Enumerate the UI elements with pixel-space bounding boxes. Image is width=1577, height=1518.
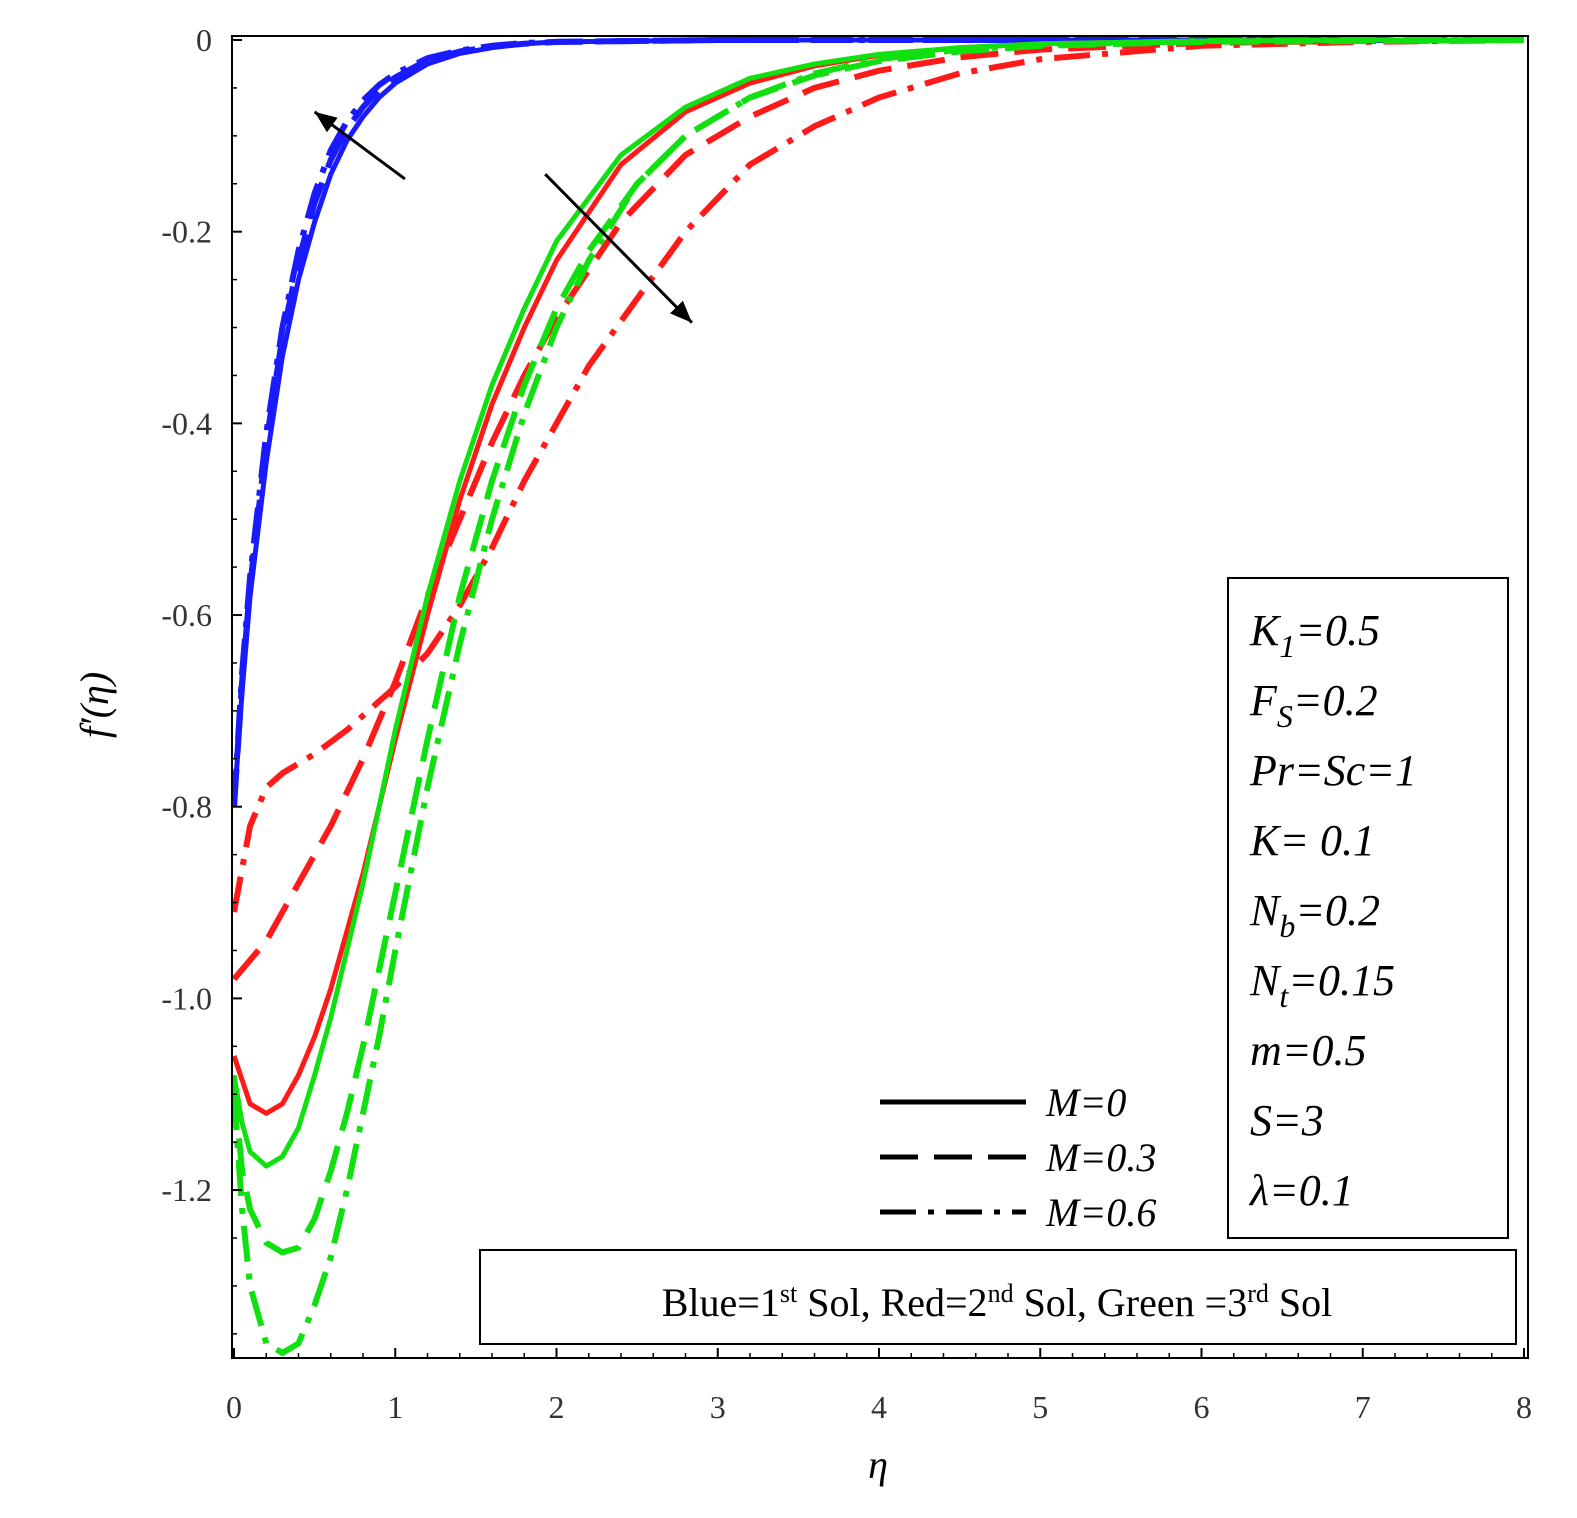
legend-item: M=0.3 (880, 1135, 1156, 1180)
legend-label: M=0.3 (1045, 1135, 1156, 1180)
x-tick-label: 6 (1194, 1389, 1210, 1425)
annotation-arrow (544, 173, 694, 324)
legend-item: M=0.6 (880, 1190, 1156, 1235)
parameter-item: K= 0.1 (1249, 816, 1375, 865)
annotation-arrows (313, 110, 694, 324)
x-tick-label: 8 (1516, 1389, 1532, 1425)
y-tick-label: 0 (196, 22, 212, 58)
plot-frame (231, 35, 1529, 1359)
parameter-item: Nt=0.15 (1249, 956, 1395, 1014)
y-tick-label: -1.2 (161, 1172, 212, 1208)
x-tick-label: 2 (549, 1389, 565, 1425)
legend-label: M=0 (1045, 1080, 1126, 1125)
legend-label: M=0.6 (1045, 1190, 1156, 1235)
parameter-item: Pr=Sc=1 (1249, 746, 1417, 795)
parameter-item: S=3 (1250, 1096, 1324, 1145)
annotation-arrow (313, 110, 406, 181)
y-tick-label: -0.6 (161, 597, 212, 633)
solution-note-box (479, 1249, 1517, 1345)
solution-note: Blue=1st Sol, Red=2nd Sol, Green =3rd So… (662, 1279, 1332, 1325)
parameter-box (1227, 577, 1509, 1239)
parameter-item: FS=0.2 (1249, 676, 1378, 734)
y-tick-label: -0.4 (161, 405, 212, 441)
parameter-item: Nb=0.2 (1249, 886, 1380, 944)
x-axis-label: η (868, 1442, 888, 1487)
legend: M=0 M=0.3 M=0.6 (880, 1080, 1156, 1235)
x-tick-label: 4 (871, 1389, 887, 1425)
y-tick-label: -0.2 (161, 214, 212, 250)
series-line-green-dashdot (232, 37, 1524, 1356)
x-tick-label: 1 (387, 1389, 403, 1425)
x-tick-label: 5 (1032, 1389, 1048, 1425)
x-tick-label: 0 (226, 1389, 242, 1425)
x-tick-label: 7 (1355, 1389, 1371, 1425)
parameter-item: m=0.5 (1250, 1026, 1366, 1075)
series-line-green-dashed (232, 37, 1525, 1256)
ticks-layer: 0 1 2 3 4 5 6 7 8 0 -0.2 -0.4 -0.6 -0.8 -1.0 -1.2 (161, 22, 1532, 1425)
legend-item: M=0 (880, 1080, 1126, 1125)
series-line-red-dashed (232, 37, 1525, 982)
y-tick-label: -0.8 (161, 789, 212, 825)
y-tick-label: -1.0 (161, 980, 212, 1016)
parameter-item: λ=0.1 (1248, 1166, 1354, 1215)
parameter-list: K1=0.5 FS=0.2 Pr=Sc=1 K= 0.1 Nb=0.2 Nt=0.15 m=… (1248, 606, 1417, 1215)
series-line-red-dashdot (232, 37, 1525, 913)
series-layer (232, 37, 1525, 1356)
parameter-item: K1=0.5 (1249, 606, 1380, 664)
x-tick-label: 3 (710, 1389, 726, 1425)
series-line-blue-dashdot (232, 37, 1524, 807)
y-axis-label: f′(η) (72, 672, 117, 738)
